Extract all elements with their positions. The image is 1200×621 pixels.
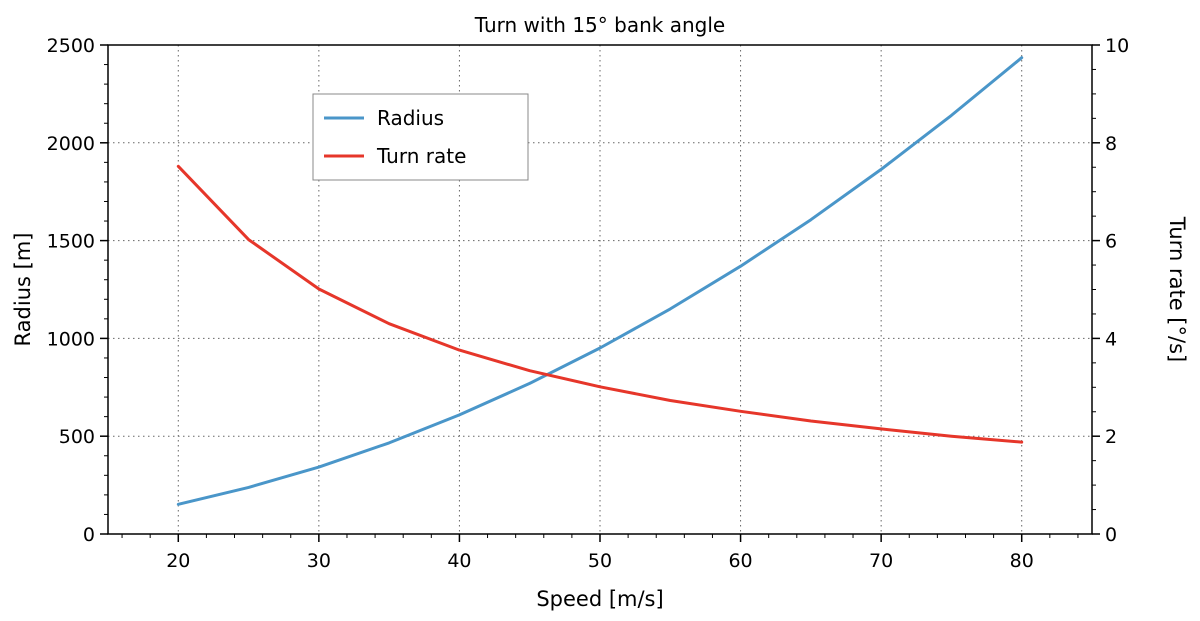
y2-tick-label: 8 — [1105, 133, 1117, 155]
x-tick-label: 40 — [447, 550, 471, 572]
y2-tick-label: 4 — [1105, 328, 1117, 350]
y-tick-label: 1500 — [47, 231, 95, 253]
x-tick-label: 80 — [1010, 550, 1034, 572]
x-tick-label: 50 — [588, 550, 612, 572]
y-tick-label: 500 — [59, 426, 95, 448]
series-line-turn-rate — [176, 164, 1024, 444]
x-tick-label: 30 — [307, 550, 331, 572]
y-tick-label: 2000 — [47, 133, 95, 155]
grid — [108, 45, 1092, 534]
x-tick-label: 20 — [166, 550, 190, 572]
y2-axis-ticks: 0 2 4 6 8 10 — [1092, 35, 1129, 546]
y2-tick-label: 2 — [1105, 426, 1117, 448]
legend: Radius Turn rate — [312, 93, 529, 181]
y-tick-label: 1000 — [47, 328, 95, 350]
x-axis-label: Speed [m/s] — [536, 587, 663, 611]
x-tick-label: 70 — [869, 550, 893, 572]
legend-label-radius: Radius — [377, 106, 444, 130]
y-axis-ticks: 0 500 1000 1500 2000 2500 — [47, 35, 108, 546]
x-axis-ticks: 20 30 40 50 60 70 80 — [121, 534, 1079, 572]
y2-tick-label: 6 — [1105, 231, 1117, 253]
series-layer — [176, 56, 1024, 506]
y-axis-label: Radius [m] — [11, 233, 35, 347]
y2-axis-label: Turn rate [°/s] — [1165, 216, 1189, 362]
x-tick-label: 60 — [728, 550, 752, 572]
legend-frame — [312, 93, 529, 181]
y2-tick-label: 10 — [1105, 35, 1129, 57]
chart-title: Turn with 15° bank angle — [474, 13, 725, 37]
y2-tick-label: 0 — [1105, 524, 1117, 546]
y-tick-label: 2500 — [47, 35, 95, 57]
legend-label-turn-rate: Turn rate — [376, 144, 466, 168]
y-tick-label: 0 — [83, 524, 95, 546]
series-line-radius — [176, 56, 1024, 506]
